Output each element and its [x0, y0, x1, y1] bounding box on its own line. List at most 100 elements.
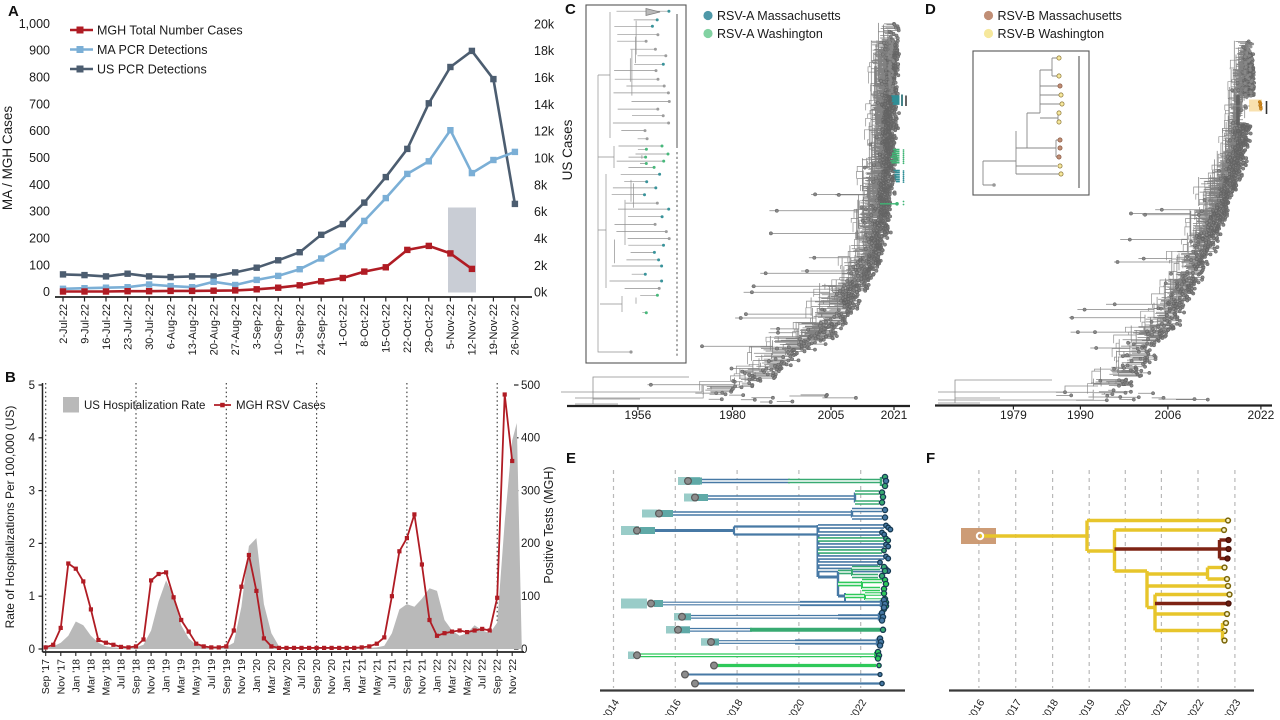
- svg-text:200: 200: [521, 538, 540, 550]
- svg-text:16-Jul-22: 16-Jul-22: [101, 304, 113, 350]
- svg-text:9-Jul-22: 9-Jul-22: [79, 304, 91, 344]
- svg-text:300: 300: [521, 485, 540, 497]
- svg-text:May '21: May '21: [371, 659, 383, 696]
- svg-text:200: 200: [29, 232, 50, 246]
- svg-text:Nov '21: Nov '21: [416, 659, 428, 694]
- svg-text:23-Jul-22: 23-Jul-22: [122, 304, 134, 350]
- svg-text:12-Nov-22: 12-Nov-22: [467, 304, 479, 355]
- svg-text:1980: 1980: [719, 408, 746, 422]
- svg-text:600: 600: [29, 124, 50, 138]
- svg-text:Jan '22: Jan '22: [432, 659, 444, 693]
- svg-text:20-Aug-22: 20-Aug-22: [208, 304, 220, 355]
- svg-text:Jul '22: Jul '22: [477, 659, 489, 689]
- svg-text:1: 1: [29, 591, 35, 603]
- svg-text:Nov '22: Nov '22: [507, 659, 519, 694]
- svg-text:Rate of Hospitalizations Per 1: Rate of Hospitalizations Per 100,000 (US…: [3, 406, 17, 629]
- svg-text:800: 800: [29, 71, 50, 85]
- svg-text:Mar '20: Mar '20: [266, 659, 278, 694]
- svg-text:MA / MGH Cases: MA / MGH Cases: [0, 106, 15, 211]
- svg-text:RSV-B Massachusetts: RSV-B Massachusetts: [998, 9, 1122, 23]
- svg-text:US PCR Detections: US PCR Detections: [97, 62, 207, 76]
- svg-text:0: 0: [521, 644, 527, 656]
- svg-text:500: 500: [521, 380, 540, 392]
- svg-text:Jul '19: Jul '19: [206, 659, 218, 689]
- svg-text:RSV-A Massachusetts: RSV-A Massachusetts: [717, 9, 841, 23]
- svg-text:12k: 12k: [534, 125, 555, 139]
- svg-text:2-Jul-22: 2-Jul-22: [58, 304, 70, 344]
- svg-text:15-Oct-22: 15-Oct-22: [381, 304, 393, 353]
- svg-text:3-Sep-22: 3-Sep-22: [251, 304, 263, 349]
- svg-text:100: 100: [29, 258, 50, 272]
- svg-text:Jan '18: Jan '18: [70, 659, 82, 693]
- svg-text:US Hospitalization Rate: US Hospitalization Rate: [84, 400, 205, 412]
- svg-text:16k: 16k: [534, 71, 555, 85]
- svg-text:27-Aug-22: 27-Aug-22: [230, 304, 242, 355]
- svg-text:D: D: [925, 1, 936, 18]
- svg-text:24-Sep-22: 24-Sep-22: [316, 304, 328, 355]
- svg-text:300: 300: [29, 205, 50, 219]
- svg-text:1,000: 1,000: [19, 17, 50, 31]
- svg-text:May '20: May '20: [281, 659, 293, 696]
- svg-text:900: 900: [29, 44, 50, 58]
- svg-text:6-Aug-22: 6-Aug-22: [165, 304, 177, 349]
- svg-text:Sep '18: Sep '18: [131, 659, 143, 694]
- svg-text:RSV-A Washington: RSV-A Washington: [717, 27, 823, 41]
- svg-text:May '19: May '19: [191, 659, 203, 696]
- svg-text:Jan '19: Jan '19: [161, 659, 173, 693]
- svg-text:US Cases: US Cases: [560, 119, 575, 180]
- svg-text:13-Aug-22: 13-Aug-22: [187, 304, 199, 355]
- svg-text:5-Nov-22: 5-Nov-22: [445, 304, 457, 349]
- svg-text:F: F: [926, 450, 935, 467]
- svg-text:Jul '20: Jul '20: [296, 659, 308, 689]
- svg-text:10-Sep-22: 10-Sep-22: [273, 304, 285, 355]
- svg-text:Mar '19: Mar '19: [176, 659, 188, 694]
- svg-text:Sep '20: Sep '20: [311, 659, 323, 694]
- svg-text:2005: 2005: [818, 408, 845, 422]
- svg-text:Jan '21: Jan '21: [341, 659, 353, 693]
- svg-text:500: 500: [29, 151, 50, 165]
- svg-text:29-Oct-22: 29-Oct-22: [424, 304, 436, 353]
- svg-text:Sep '22: Sep '22: [492, 659, 504, 694]
- svg-text:A: A: [8, 3, 19, 20]
- svg-text:8-Oct-22: 8-Oct-22: [359, 304, 371, 347]
- svg-text:400: 400: [521, 433, 540, 445]
- svg-text:0k: 0k: [534, 286, 548, 300]
- svg-text:4k: 4k: [534, 232, 548, 246]
- svg-text:E: E: [566, 450, 576, 467]
- svg-text:RSV-B Washington: RSV-B Washington: [998, 27, 1105, 41]
- svg-text:700: 700: [29, 97, 50, 111]
- svg-text:1956: 1956: [625, 408, 652, 422]
- svg-text:1-Oct-22: 1-Oct-22: [338, 304, 350, 347]
- svg-text:4: 4: [29, 433, 36, 445]
- svg-text:2021: 2021: [881, 408, 908, 422]
- svg-text:Nov '19: Nov '19: [236, 659, 248, 694]
- svg-text:1979: 1979: [1000, 408, 1027, 422]
- svg-text:Jan '20: Jan '20: [251, 659, 263, 693]
- svg-text:MA PCR Detections: MA PCR Detections: [97, 43, 207, 57]
- svg-text:10k: 10k: [534, 152, 555, 166]
- svg-text:8k: 8k: [534, 178, 548, 192]
- svg-text:100: 100: [521, 591, 540, 603]
- svg-text:Positive Tests (MGH): Positive Tests (MGH): [542, 466, 556, 583]
- svg-text:May '18: May '18: [100, 659, 112, 696]
- svg-text:1990: 1990: [1067, 408, 1094, 422]
- svg-text:2006: 2006: [1155, 408, 1182, 422]
- svg-text:Mar '21: Mar '21: [356, 659, 368, 694]
- svg-text:Sep '17: Sep '17: [40, 659, 52, 694]
- svg-text:C: C: [565, 1, 576, 18]
- svg-text:400: 400: [29, 178, 50, 192]
- svg-text:30-Jul-22: 30-Jul-22: [144, 304, 156, 350]
- svg-text:0: 0: [29, 644, 35, 656]
- svg-text:2022: 2022: [1248, 408, 1275, 422]
- svg-text:5: 5: [29, 380, 35, 392]
- svg-text:Mar '18: Mar '18: [85, 659, 97, 694]
- svg-text:14k: 14k: [534, 98, 555, 112]
- svg-text:20k: 20k: [534, 17, 555, 31]
- svg-text:B: B: [5, 369, 16, 386]
- svg-text:Sep '21: Sep '21: [401, 659, 413, 694]
- svg-text:Sep '19: Sep '19: [221, 659, 233, 694]
- svg-text:Jul '21: Jul '21: [386, 659, 398, 689]
- svg-text:Nov '17: Nov '17: [55, 659, 67, 694]
- svg-text:22-Oct-22: 22-Oct-22: [402, 304, 414, 353]
- svg-text:Nov '20: Nov '20: [326, 659, 338, 694]
